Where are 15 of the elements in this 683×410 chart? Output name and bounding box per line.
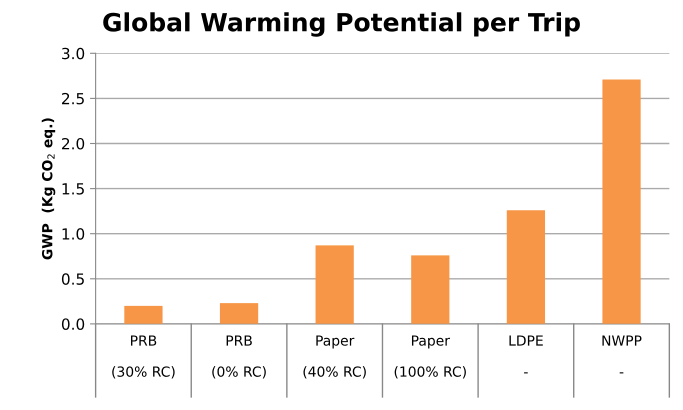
category-label: LDPE - — [509, 335, 543, 374]
chart-title: Global Warming Potential per Trip — [103, 12, 580, 37]
y-tick-label: 1.0 — [62, 228, 84, 240]
category-label: PRB (30% RC) — [112, 335, 175, 378]
category-label: Paper (100% RC) — [394, 335, 466, 378]
y-tick-label: 3.0 — [62, 48, 84, 60]
y-tick-label: 2.5 — [62, 92, 84, 104]
y-tick-label: 0.5 — [62, 273, 84, 285]
y-axis-title: GWP (Kg CO$_{2}$ eq.) — [42, 118, 56, 260]
y-tick-label: 0.0 — [62, 318, 84, 330]
category-label: Paper (40% RC) — [303, 335, 366, 378]
category-label: NWPP - — [602, 335, 642, 374]
y-tick-label: 2.0 — [62, 138, 84, 150]
category-label: PRB (0% RC) — [212, 335, 266, 378]
y-tick-label: 1.5 — [62, 183, 84, 195]
